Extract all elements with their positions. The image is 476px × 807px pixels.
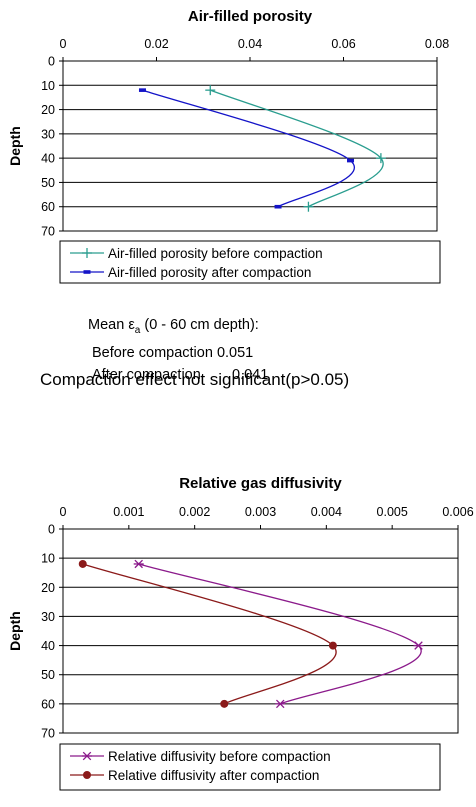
y-axis-label: Depth [7,126,23,166]
y-tick-label-20: 20 [41,581,55,595]
x-tick-label-0-04: 0.04 [238,37,262,51]
y-axis-label: Depth [7,611,23,651]
x-tick-label-0-06: 0.06 [331,37,355,51]
x-tick-label-0-003: 0.003 [245,505,276,519]
x-tick-label-0-004: 0.004 [311,505,342,519]
y-tick-label-10: 10 [41,79,55,93]
y-tick-label-10: 10 [41,552,55,566]
y-tick-label-30: 30 [41,610,55,624]
series-air-filled-porosity-before-compaction [205,85,386,212]
y-tick-label-40: 40 [41,152,55,166]
data-point-1-1 [205,85,216,96]
y-tick-label-70: 70 [41,225,55,239]
y-tick-label-20: 20 [41,103,55,117]
x-tick-label-0-001: 0.001 [113,505,144,519]
series-air-filled-porosity-after-compaction [138,88,355,209]
y-tick-label-40: 40 [41,639,55,653]
x-tick-label-0: 0 [60,37,67,51]
chart-title: Air-filled porosity [188,8,313,25]
series-line-1 [210,89,384,208]
x-tick-label-0-005: 0.005 [377,505,408,519]
chart-title: Relative gas diffusivity [179,475,342,492]
data-point-1-3 [275,699,286,709]
mean-porosity-stats: Mean εa (0 - 60 cm depth): Before compac… [88,314,268,386]
legend-entry-1: Air-filled porosity before compaction [108,246,323,261]
plot-area [62,528,459,734]
legend-swatch-marker-1 [82,751,92,761]
air-filled-porosity-chart: Air-filled porosity 0 10 20 30 40 50 60 70 0 0.02 0… [7,8,449,284]
legend-entry-2: Relative diffusivity after compaction [108,768,319,783]
legend-swatch-marker-2 [83,771,91,779]
y-tick-label-60: 60 [41,200,55,214]
y-tick-label-30: 30 [41,127,55,141]
y-tick-label-0: 0 [48,523,55,537]
plot-area [62,60,438,232]
series-line-2 [82,563,337,705]
x-tick-label-0: 0 [60,505,67,519]
data-point-1-3 [303,201,314,212]
y-tick-label-0: 0 [48,55,55,69]
series-relative-diffusivity-before-compaction [133,559,424,709]
stats-after-row: After compaction 0.041 [92,366,269,383]
y-tick-label-50: 50 [41,668,55,682]
series-relative-diffusivity-after-compaction [78,559,337,708]
relative-gas-diffusivity-chart: Relative gas diffusivity 0 10 20 30 40 50 60 70 0… [7,475,474,791]
x-tick-label-0-08: 0.08 [425,37,449,51]
y-tick-label-70: 70 [41,727,55,741]
x-tick-label-0-02: 0.02 [144,37,168,51]
x-tick-label-0-002: 0.002 [179,505,210,519]
legend-swatch-marker-2 [83,270,91,274]
legend: Air-filled porosity before compaction Air… [59,240,441,284]
legend-box [59,743,441,791]
legend-box [59,240,441,284]
data-point-2-2 [328,641,337,650]
series-line-1 [138,563,422,705]
stats-heading: Mean εa (0 - 60 cm depth): [88,317,259,336]
data-point-2-1 [78,559,87,568]
data-point-1-2 [375,153,386,164]
data-point-1-1 [133,559,144,569]
series-line-2 [142,89,355,208]
x-tick-label-0-006: 0.006 [442,505,473,519]
y-tick-label-60: 60 [41,697,55,711]
data-point-2-3 [274,204,282,209]
data-point-1-2 [413,641,424,650]
data-point-2-2 [347,158,355,163]
legend-entry-2: Air-filled porosity after compaction [108,265,311,280]
stats-before-row: Before compaction 0.051 [92,344,254,361]
data-point-2-1 [138,88,146,92]
y-tick-label-50: 50 [41,176,55,190]
legend-swatch-marker-1 [82,248,92,258]
legend: Relative diffusivity before compaction Re… [59,743,441,791]
significance-note: Compaction effect not significant(p>0.05… [40,370,350,389]
data-point-2-3 [220,699,229,708]
legend-entry-1: Relative diffusivity before compaction [108,749,331,764]
